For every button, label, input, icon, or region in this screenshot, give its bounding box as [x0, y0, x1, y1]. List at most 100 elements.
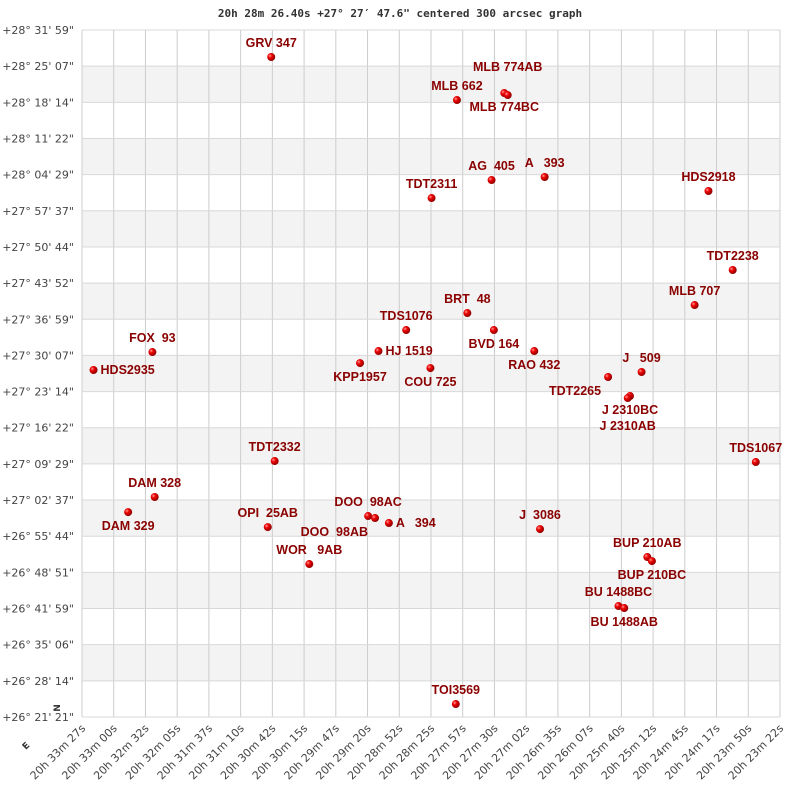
star-marker[interactable] — [364, 512, 373, 521]
chart-title: 20h 28m 26.40s +27° 27′ 47.6" centered 3… — [218, 7, 582, 20]
star-label: AG 405 — [468, 159, 515, 173]
y-tick-label: +26° 28' 14" — [2, 675, 74, 688]
star-marker[interactable] — [530, 347, 539, 356]
star-point[interactable]: TDT2332 — [249, 440, 301, 466]
star-point[interactable]: A 393 — [525, 156, 565, 181]
star-label: BRT 48 — [444, 292, 491, 306]
y-tick-label: +28° 25' 07" — [2, 60, 74, 73]
star-point[interactable]: BUP 210BC — [618, 557, 687, 582]
star-point[interactable]: DOO 98AC — [334, 495, 402, 521]
star-marker[interactable] — [267, 52, 276, 61]
star-marker[interactable] — [489, 326, 498, 335]
star-label: J 509 — [622, 351, 660, 365]
star-label: RAO 432 — [508, 358, 560, 372]
y-tick-label: +26° 21' 21" — [2, 711, 74, 724]
star-point[interactable]: A 394 — [384, 516, 436, 530]
star-label: BU 1488BC — [585, 585, 652, 599]
star-point[interactable]: MLB 662 — [431, 79, 483, 105]
star-marker[interactable] — [637, 368, 646, 377]
star-marker[interactable] — [427, 194, 436, 203]
star-point[interactable]: TOI3569 — [432, 683, 480, 709]
star-point[interactable]: BUP 210AB — [613, 536, 682, 562]
star-marker[interactable] — [536, 525, 545, 534]
star-point[interactable]: BRT 48 — [444, 292, 491, 318]
star-marker[interactable] — [124, 508, 133, 517]
x-tick-label: 20h 23m 22s — [726, 722, 787, 783]
star-point[interactable]: BU 1488AB — [591, 604, 658, 629]
compass-north-label: N — [53, 704, 63, 712]
star-marker[interactable] — [728, 265, 737, 274]
star-label: HDS2935 — [101, 363, 155, 377]
star-point[interactable]: J 509 — [622, 351, 661, 377]
star-label: TDT2265 — [549, 384, 601, 398]
star-marker[interactable] — [540, 172, 549, 181]
star-points: GRV 347 MLB 662 MLB 774BC MLB 774AB AG 405 A … — [89, 36, 782, 709]
star-point[interactable]: DAM 329 — [102, 508, 155, 533]
star-point[interactable]: FOX 93 — [129, 331, 176, 357]
star-marker[interactable] — [487, 176, 496, 185]
star-marker[interactable] — [426, 364, 435, 373]
star-point[interactable]: GRV 347 — [246, 36, 297, 61]
star-marker[interactable] — [503, 91, 512, 100]
star-marker[interactable] — [623, 394, 632, 403]
star-marker[interactable] — [356, 359, 365, 368]
star-marker[interactable] — [305, 560, 314, 569]
star-marker[interactable] — [270, 457, 279, 466]
star-point[interactable]: BVD 164 — [469, 326, 520, 351]
y-tick-label: +28° 18' 14" — [2, 96, 74, 109]
star-label: HDS2918 — [681, 170, 735, 184]
star-marker[interactable] — [647, 557, 656, 566]
star-marker[interactable] — [690, 301, 699, 310]
y-axis-ticks: +28° 31' 59" +28° 25' 07" +28° 18' 14" +28°… — [2, 24, 74, 724]
y-tick-label: +27° 02' 37" — [2, 494, 74, 507]
star-point[interactable]: AG 405 — [468, 159, 515, 185]
star-point[interactable]: HDS2935 — [89, 363, 155, 377]
star-point[interactable]: J 2310AB — [600, 394, 656, 433]
star-marker[interactable] — [402, 326, 411, 335]
star-point[interactable]: TDS1067 — [729, 441, 782, 467]
star-marker[interactable] — [374, 347, 383, 356]
star-point[interactable]: KPP1957 — [333, 359, 387, 384]
gridlines — [81, 29, 781, 718]
star-label: J 3086 — [519, 508, 561, 522]
star-marker[interactable] — [751, 458, 760, 467]
star-point[interactable]: HJ 1519 — [374, 344, 433, 358]
star-point[interactable]: DOO 98AB — [301, 514, 380, 539]
star-point[interactable]: DAM 328 — [128, 476, 181, 501]
star-marker[interactable] — [463, 309, 472, 318]
star-point[interactable]: COU 725 — [404, 364, 457, 389]
star-label: MLB 774AB — [473, 60, 542, 74]
y-tick-label: +26° 55' 44" — [2, 530, 74, 543]
star-label: WOR 9AB — [276, 543, 342, 557]
star-marker[interactable] — [371, 514, 380, 523]
star-point[interactable]: HDS2918 — [681, 170, 736, 196]
star-point[interactable]: J 3086 — [519, 508, 561, 534]
star-marker[interactable] — [704, 187, 713, 196]
star-label: J 2310AB — [600, 419, 656, 433]
star-marker[interactable] — [150, 492, 159, 501]
star-point[interactable]: RAO 432 — [508, 347, 560, 372]
star-label: BUP 210BC — [618, 568, 687, 582]
star-marker[interactable] — [384, 519, 393, 528]
star-marker[interactable] — [148, 348, 157, 357]
star-marker[interactable] — [89, 365, 98, 374]
star-point[interactable]: TDT2238 — [707, 249, 759, 274]
star-marker[interactable] — [263, 523, 272, 532]
star-label: A 393 — [525, 156, 565, 170]
star-point[interactable]: TDT2265 — [549, 373, 613, 398]
star-label: DOO 98AB — [301, 525, 368, 539]
star-marker[interactable] — [604, 373, 613, 382]
star-point[interactable]: MLB 774AB — [473, 60, 542, 100]
y-tick-label: +27° 23' 14" — [2, 386, 74, 399]
star-marker[interactable] — [620, 604, 629, 613]
star-marker[interactable] — [452, 96, 461, 105]
star-point[interactable]: TDT2311 — [406, 177, 457, 203]
star-point[interactable]: TDS1076 — [380, 309, 433, 335]
star-point[interactable]: MLB 707 — [669, 284, 720, 310]
star-label: FOX 93 — [129, 331, 176, 345]
star-marker[interactable] — [451, 700, 460, 709]
star-label: DOO 98AC — [334, 495, 401, 509]
star-point[interactable]: WOR 9AB — [276, 543, 342, 569]
star-point[interactable]: OPI 25AB — [238, 506, 298, 532]
